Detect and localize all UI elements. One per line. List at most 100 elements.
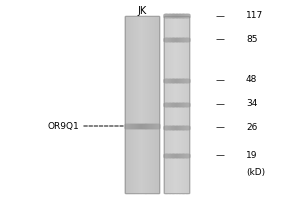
Bar [182,38,183,40]
Bar [156,16,157,193]
Bar [186,126,187,129]
Bar [177,16,178,193]
Bar [176,14,177,17]
Bar [180,14,181,17]
Bar [177,102,178,106]
Bar [148,124,149,128]
Bar [129,16,130,193]
Bar [184,38,185,40]
Bar [144,124,145,128]
Bar [177,154,178,156]
Bar [168,14,169,17]
Bar [176,16,177,193]
Bar [171,102,172,106]
Bar [188,126,189,129]
Bar [176,38,177,40]
Bar [173,14,174,17]
Bar [180,38,181,40]
Bar [188,38,189,40]
Bar [165,14,166,17]
Bar [167,154,168,156]
Bar [165,14,166,17]
Bar [171,38,172,40]
Bar [150,16,151,193]
Bar [182,14,183,17]
Bar [135,124,136,128]
Bar [165,78,166,82]
Bar [164,126,165,129]
Bar [178,38,179,40]
Bar [168,38,169,40]
Bar [178,78,179,82]
Bar [168,102,169,106]
Bar [133,16,134,193]
Bar [167,78,168,82]
Bar [183,78,184,82]
Bar [171,78,172,82]
Bar [181,78,182,82]
Bar [168,14,169,17]
Bar [184,16,185,193]
Bar [171,154,172,156]
Bar [142,124,143,128]
Bar [183,16,184,193]
Bar [145,16,146,193]
Bar [172,102,173,106]
Bar [180,16,181,193]
Bar [182,154,183,156]
Bar [138,124,139,128]
Bar [183,14,184,17]
Bar [183,102,184,106]
Bar [132,124,133,128]
Bar [166,126,167,129]
Bar [155,16,156,193]
Bar [173,16,174,193]
Bar [127,124,128,128]
Bar [172,38,173,40]
Bar [172,154,173,156]
Bar [126,16,127,193]
Bar [187,14,188,17]
Bar [185,16,186,193]
Bar [166,38,167,40]
Bar [134,124,135,128]
Bar [187,38,188,40]
Bar [187,78,188,82]
Bar [166,38,167,40]
Bar [183,38,184,40]
Bar [169,102,170,106]
Bar [185,14,186,17]
Bar [164,16,165,193]
Bar [179,154,180,156]
Bar [126,124,127,128]
Bar [180,16,181,193]
Bar [164,102,165,106]
Bar [181,16,182,193]
Bar [187,16,188,193]
Bar [133,124,134,128]
Bar [136,16,137,193]
Bar [183,126,184,129]
Bar [177,14,178,17]
Bar [168,78,169,82]
Bar [136,16,137,193]
Bar [170,154,171,156]
Bar [183,14,184,17]
Bar [182,102,183,106]
Bar [185,102,186,106]
Bar [167,14,168,17]
Bar [181,126,182,129]
Bar [124,16,125,193]
Bar [169,78,170,82]
Bar [150,16,151,193]
Bar [125,124,126,128]
Bar [167,154,168,156]
Text: 34: 34 [246,99,257,108]
Bar [173,14,174,17]
Bar [170,126,171,129]
Bar [172,38,173,40]
Bar [146,124,147,128]
Bar [133,124,134,128]
Bar [128,124,129,128]
Bar [173,102,174,106]
